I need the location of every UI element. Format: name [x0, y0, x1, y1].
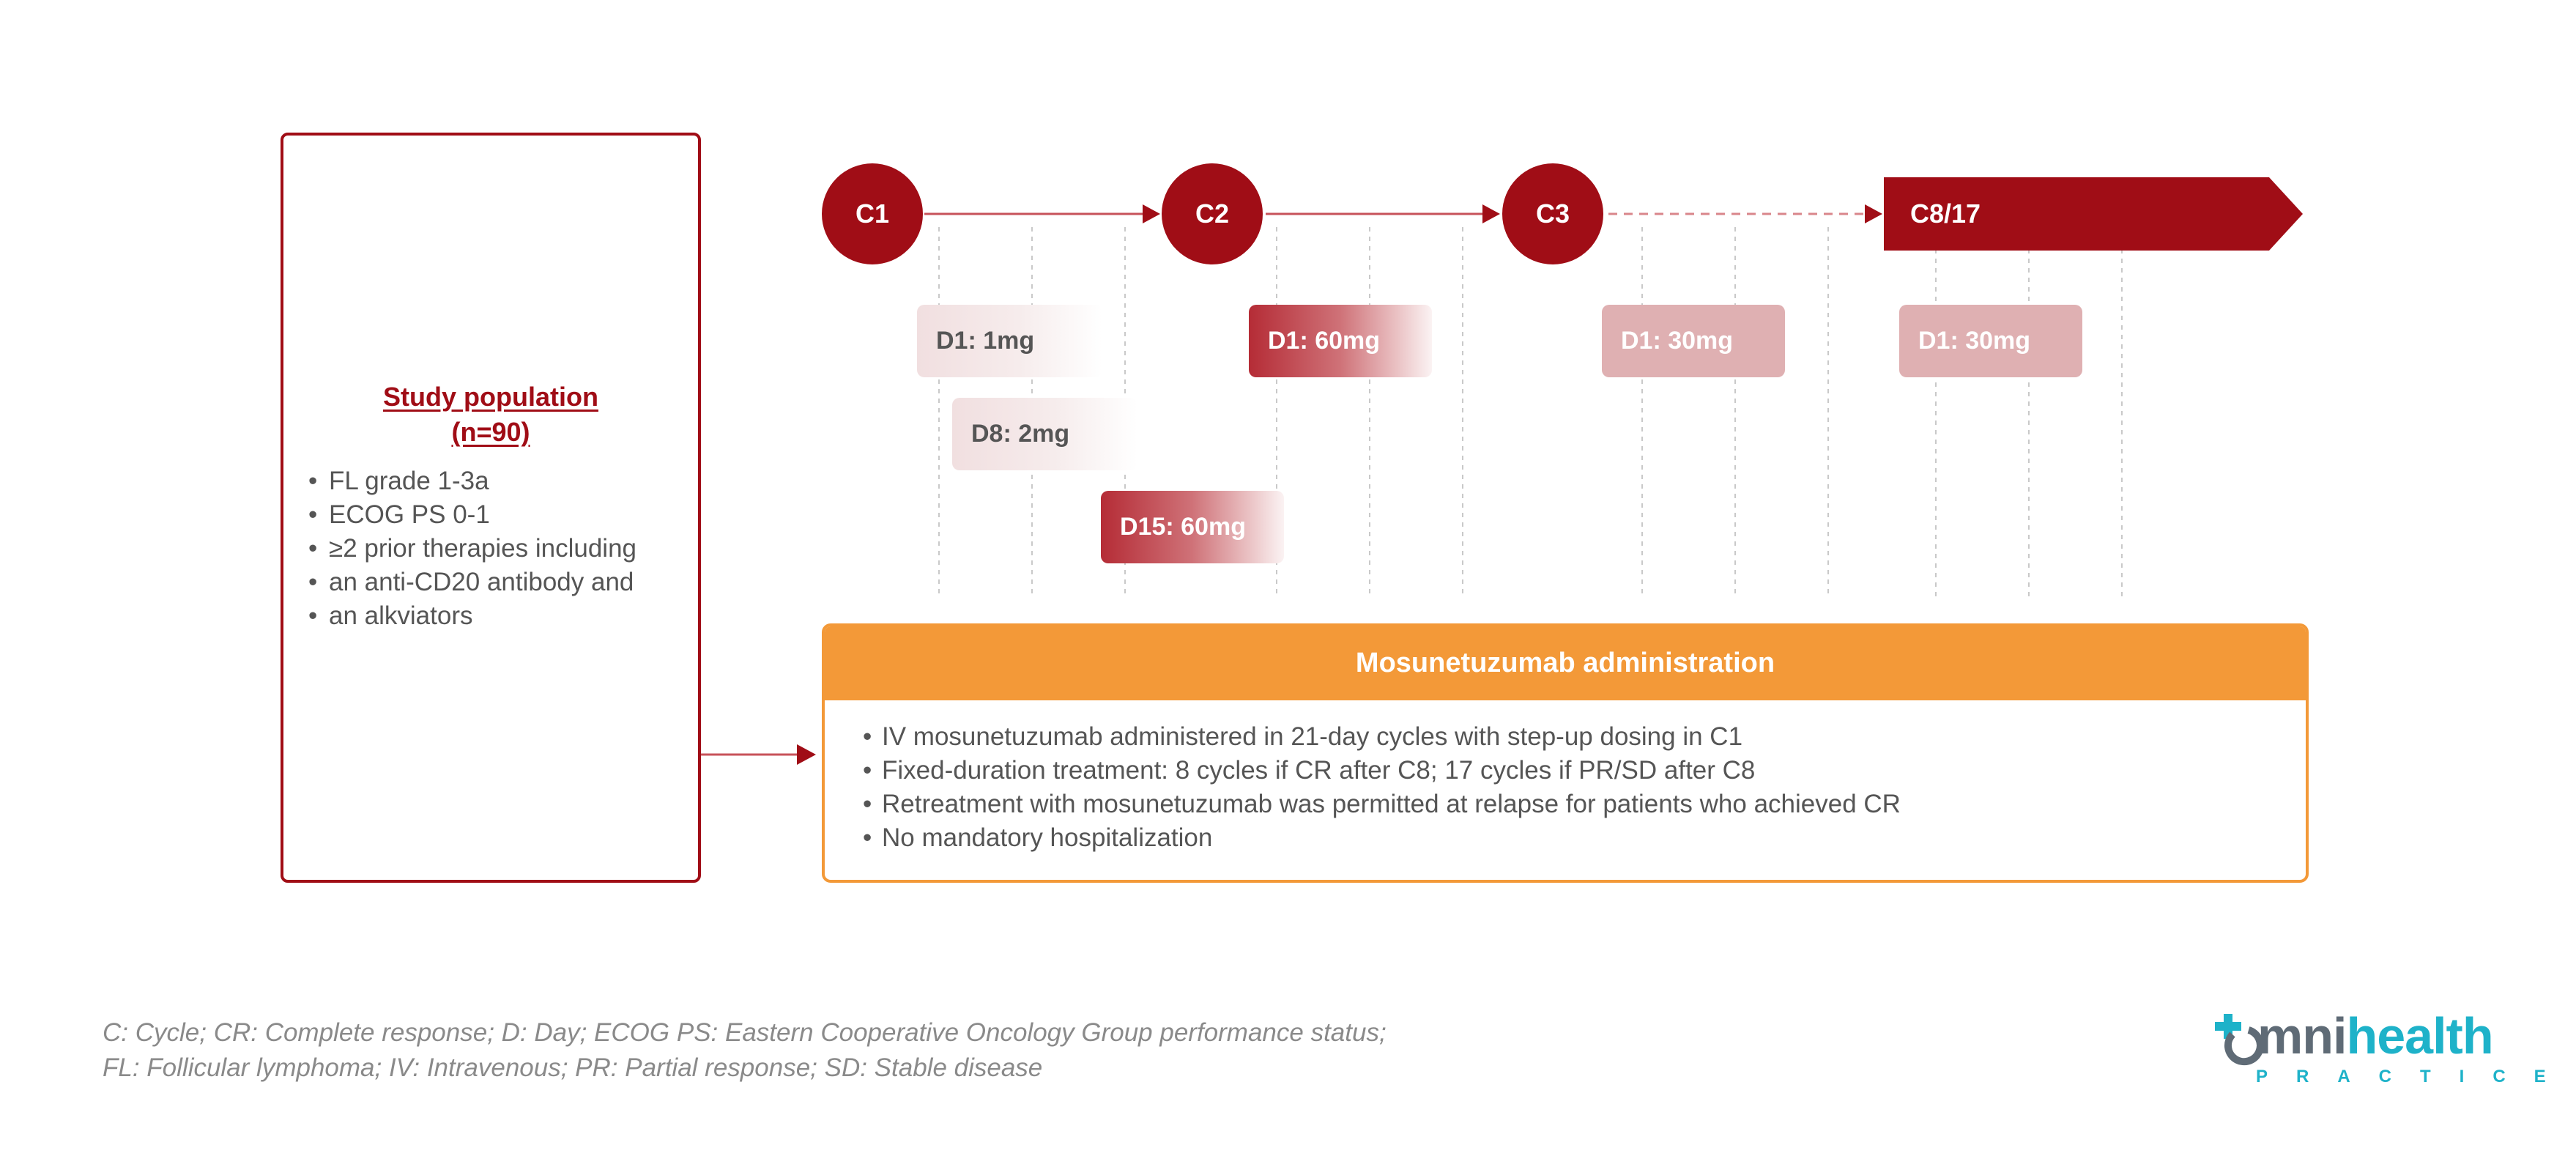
study-population-title-line2: (n=90): [451, 417, 530, 447]
arrowhead-c3-c8: [1865, 204, 1882, 223]
arrowhead-population-to-admin: [797, 744, 816, 765]
logo-wordmark: mnihealth: [2257, 1004, 2494, 1068]
criteria-item-continued: an anti-CD20 antibody and: [304, 566, 685, 599]
criteria-item: FL grade 1-3a: [304, 464, 685, 498]
administration-item: IV mosunetuzumab administered in 21-day …: [863, 720, 1901, 754]
logo-cross-o-icon: [2215, 1014, 2264, 1066]
dose-c1-d8: D8: 2mg: [952, 398, 1137, 470]
administration-title: Mosunetuzumab administration: [825, 626, 2306, 700]
administration-item: No mandatory hospitalization: [863, 821, 1901, 855]
abbreviations-footnote: C: Cycle; CR: Complete response; D: Day;…: [103, 1015, 1387, 1086]
dose-c2-d1: D1: 60mg: [1249, 305, 1432, 377]
cycle-c2-marker: [1162, 163, 1263, 264]
administration-box: Mosunetuzumab administration IV mosunetu…: [822, 623, 2309, 883]
cycle-c8-marker: [1884, 177, 2303, 251]
omnihealth-logo: mnihealth PRACTICE: [2213, 1004, 2546, 1092]
arrowhead-c1-c2: [1143, 204, 1160, 223]
cycle-label-c3: C3: [1535, 199, 1570, 229]
cycle-c1-marker: [822, 163, 923, 264]
cycle-label-c8-17: C8/17: [1910, 199, 1981, 229]
cycle-c3-marker: [1502, 163, 1603, 264]
dose-c8-d1: D1: 30mg: [1899, 305, 2082, 377]
administration-list: IV mosunetuzumab administered in 21-day …: [863, 720, 1901, 855]
criteria-item-text: an alkviators: [329, 601, 473, 630]
criteria-item-continued: an alkviators: [304, 599, 685, 633]
logo-word-b: health: [2346, 1007, 2493, 1064]
study-population-title: Study population (n=90): [281, 379, 701, 450]
footnote-line2: FL: Follicular lymphoma; IV: Intravenous…: [103, 1053, 1043, 1082]
dose-c1-d1: D1: 1mg: [917, 305, 1102, 377]
footnote-line1: C: Cycle; CR: Complete response; D: Day;…: [103, 1018, 1387, 1047]
criteria-item-text: an anti-CD20 antibody and: [329, 568, 634, 596]
study-population-criteria: FL grade 1-3a ECOG PS 0-1 ≥2 prior thera…: [304, 464, 685, 633]
logo-word-a: mni: [2257, 1007, 2347, 1064]
administration-item: Fixed-duration treatment: 8 cycles if CR…: [863, 754, 1901, 788]
dose-c1-d15: D15: 60mg: [1101, 491, 1284, 563]
cycle-label-c1: C1: [855, 199, 890, 229]
dose-c3-d1: D1: 30mg: [1602, 305, 1785, 377]
logo-subtitle: PRACTICE: [2256, 1067, 2575, 1086]
study-population-box: [281, 133, 701, 883]
arrowhead-c2-c3: [1482, 204, 1500, 223]
study-population-title-line1: Study population: [383, 382, 598, 412]
criteria-item: ECOG PS 0-1: [304, 498, 685, 532]
cycle-label-c2: C2: [1195, 199, 1230, 229]
administration-item: Retreatment with mosunetuzumab was permi…: [863, 788, 1901, 821]
criteria-item: ≥2 prior therapies including: [304, 532, 685, 566]
